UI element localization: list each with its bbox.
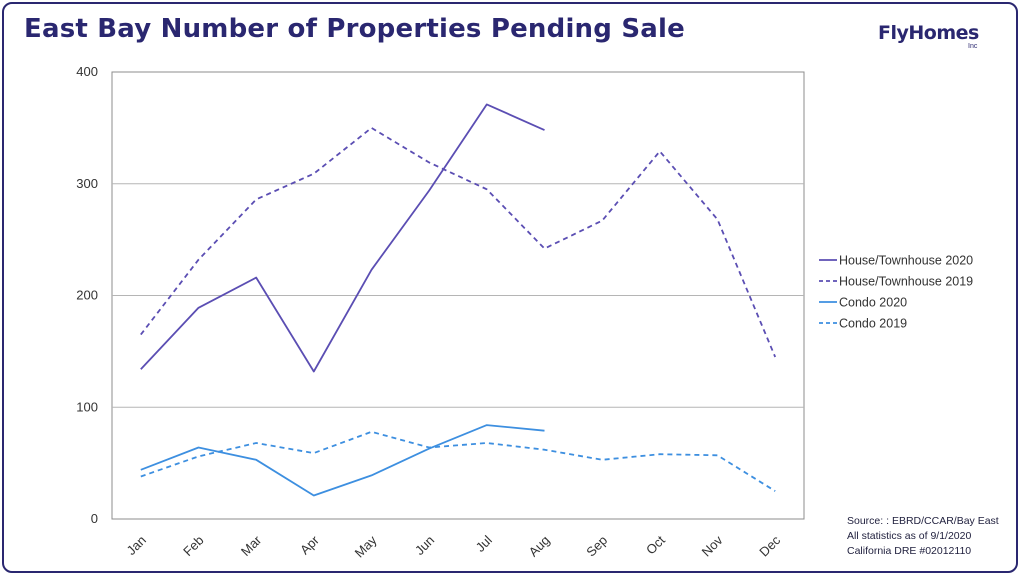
x-tick-label: Dec: [756, 532, 783, 559]
x-tick-label: Apr: [297, 532, 322, 557]
x-tick-label: Oct: [643, 532, 668, 557]
legend-label: Condo 2019: [839, 317, 907, 331]
series-line-4: [140, 430, 776, 492]
x-tick-label: Mar: [238, 532, 265, 559]
source-note: Source: : EBRD/CCAR/Bay East All statist…: [847, 514, 999, 559]
x-tick-label: Nov: [699, 532, 726, 559]
x-tick-label: Jan: [124, 533, 149, 558]
flyhomes-logo: FlyHomes Inc: [878, 20, 988, 50]
x-tick-label: Aug: [526, 533, 553, 560]
x-tick-label: Feb: [180, 533, 206, 559]
y-tick-label: 0: [91, 511, 98, 526]
y-tick-label: 200: [76, 288, 98, 303]
logo-text: FlyHomes: [878, 22, 979, 44]
y-tick-label: 400: [76, 64, 98, 79]
series-line-2: [140, 127, 777, 358]
series-line-1: [140, 103, 545, 373]
series-line-3: [140, 424, 545, 497]
x-tick-label: Jul: [473, 532, 495, 554]
chart-title: East Bay Number of Properties Pending Sa…: [24, 14, 685, 44]
legend-label: Condo 2020: [839, 296, 907, 310]
source-line-1: Source: : EBRD/CCAR/Bay East: [847, 515, 999, 527]
y-tick-label: 300: [76, 176, 98, 191]
source-line-2: All statistics as of 9/1/2020: [847, 530, 972, 542]
x-tick-label: Jun: [412, 533, 437, 558]
x-tick-label: May: [352, 532, 380, 560]
legend-label: House/Townhouse 2020: [839, 254, 973, 268]
y-tick-label: 100: [76, 399, 98, 414]
legend-label: House/Townhouse 2019: [839, 275, 973, 289]
x-tick-label: Sep: [583, 533, 610, 560]
source-line-3: California DRE #02012110: [847, 545, 972, 557]
logo-subtext: Inc: [968, 43, 978, 50]
chart-frame: [2, 2, 1018, 573]
